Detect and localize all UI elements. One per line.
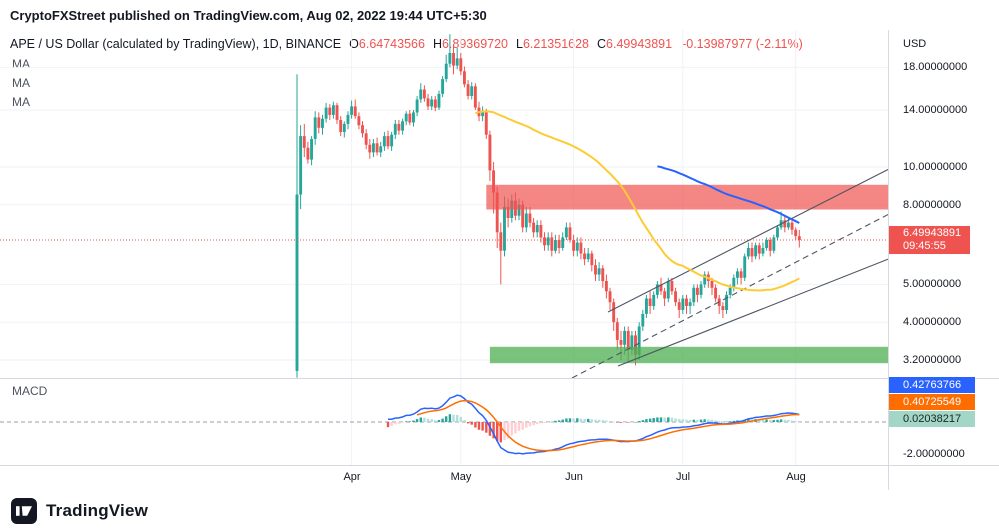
footer-bar: TradingView — [0, 490, 999, 532]
macd-histogram-value-label: 0.02038217 — [889, 411, 975, 427]
last-price-label: 6.49943891 09:45:55 — [889, 226, 970, 254]
tradingview-wordmark[interactable]: TradingView — [46, 501, 149, 520]
macd-indicator-label[interactable]: MACD — [12, 384, 48, 398]
low-value: 6.21351628 — [522, 37, 590, 51]
open-value: 6.64743566 — [358, 37, 425, 51]
tradingview-logo[interactable] — [11, 498, 37, 524]
price-axis-tick: 4.00000000 — [903, 316, 962, 328]
open-prefix: O — [349, 37, 359, 51]
high-value: 6.89369720 — [441, 37, 509, 51]
time-axis-label: Aug — [786, 471, 806, 483]
macd-line-value-label: 0.42763766 — [889, 377, 975, 393]
symbol-header: APE / US Dollar (calculated by TradingVi… — [10, 37, 803, 51]
last-price-value: 6.49943891 — [903, 227, 962, 239]
price-axis-tick: 18.00000000 — [903, 61, 968, 73]
close-value: 6.49943891 — [606, 37, 673, 51]
time-axis[interactable]: Apr May Jun Jul Aug — [0, 465, 999, 490]
attribution-bar: CryptoFXStreet published on TradingView.… — [0, 0, 999, 30]
change-value: -0.13987977 (-2.11%) — [682, 37, 803, 51]
bar-countdown-timer: 09:45:55 — [903, 240, 946, 252]
ma-indicator-label-3[interactable]: MA — [12, 95, 30, 109]
price-axis-unit: USD — [903, 38, 927, 50]
time-axis-label: Apr — [343, 471, 361, 483]
price-axis-tick: 14.00000000 — [903, 104, 968, 116]
price-axis-tick: 8.00000000 — [903, 199, 962, 211]
close-prefix: C — [597, 37, 607, 51]
attribution-text: CryptoFXStreet published on TradingView.… — [10, 7, 487, 23]
price-axis-tick: 5.00000000 — [903, 278, 962, 290]
low-prefix: L — [516, 37, 523, 51]
symbol-title[interactable]: APE / US Dollar (calculated by TradingVi… — [10, 37, 342, 51]
price-axis-tick: 10.00000000 — [903, 161, 968, 173]
time-axis-label: Jun — [565, 471, 583, 483]
price-chart-canvas[interactable] — [0, 30, 999, 490]
time-axis-label: May — [450, 471, 472, 483]
macd-axis-tick: -2.00000000 — [903, 448, 965, 460]
price-axis-tick: 3.20000000 — [903, 354, 962, 366]
time-axis-label: Jul — [675, 471, 691, 483]
price-axis[interactable]: USD 6.49943891 09:45:55 0.42763766 0.407… — [888, 30, 999, 490]
high-prefix: H — [432, 37, 442, 51]
ma-indicator-label-2[interactable]: MA — [12, 76, 30, 90]
macd-signal-value-label: 0.40725549 — [889, 394, 975, 410]
